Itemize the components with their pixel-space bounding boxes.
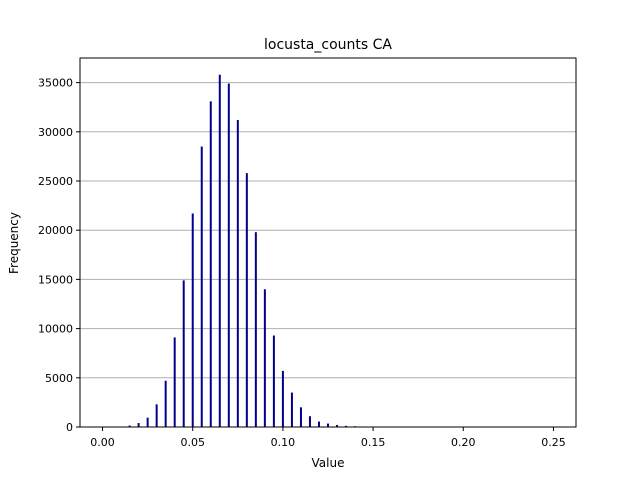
histogram-bar	[182, 280, 185, 427]
histogram-bar	[245, 173, 248, 427]
x-tick-label: 0.10	[271, 436, 296, 449]
histogram-bars	[128, 74, 366, 428]
x-axis-label: Value	[312, 456, 345, 470]
histogram-bar	[263, 289, 266, 427]
y-tick-label: 35000	[38, 77, 73, 90]
y-tick-label: 0	[66, 421, 73, 434]
histogram-bar	[146, 417, 149, 427]
y-gridlines	[80, 82, 576, 379]
y-tick-label: 30000	[38, 126, 73, 139]
histogram-bar	[128, 425, 131, 427]
histogram-bar	[254, 232, 257, 427]
histogram-bar	[299, 407, 302, 427]
y-axis-ticks: 0 5000 10000 15000 20000 25000 30000 35000	[38, 77, 80, 434]
y-tick-label: 15000	[38, 273, 73, 286]
histogram-bar	[173, 337, 176, 427]
x-tick-label: 0.25	[541, 436, 566, 449]
x-tick-label: 0.20	[451, 436, 476, 449]
histogram-bar	[218, 74, 221, 427]
histogram-bar	[191, 213, 194, 427]
y-axis-label: Frequency	[7, 212, 21, 274]
y-tick-label: 20000	[38, 224, 73, 237]
histogram-bar	[164, 380, 167, 427]
histogram-bar	[227, 83, 230, 427]
x-tick-label: 0.05	[180, 436, 205, 449]
x-tick-label: 0.15	[361, 436, 386, 449]
y-tick-label: 25000	[38, 175, 73, 188]
x-axis-ticks: 0.00 0.05 0.10 0.15 0.20 0.25	[90, 427, 566, 449]
y-tick-label: 5000	[45, 372, 73, 385]
y-tick-label: 10000	[38, 323, 73, 336]
histogram-bar	[236, 119, 239, 428]
histogram-bar	[308, 416, 311, 427]
histogram-bar	[317, 421, 320, 427]
histogram-bar	[327, 423, 329, 427]
plot-frame	[79, 57, 577, 428]
histogram-bar	[200, 146, 203, 427]
x-tick-label: 0.00	[90, 436, 115, 449]
histogram-bar	[290, 392, 293, 427]
histogram-bar	[209, 101, 212, 428]
histogram-bar	[272, 335, 275, 427]
histogram-bar	[345, 425, 348, 427]
histogram-bar	[281, 370, 284, 427]
histogram-bar	[137, 423, 140, 427]
chart-title: locusta_counts CA	[264, 37, 392, 53]
histogram-bar	[336, 425, 339, 427]
histogram-bar	[155, 404, 158, 427]
